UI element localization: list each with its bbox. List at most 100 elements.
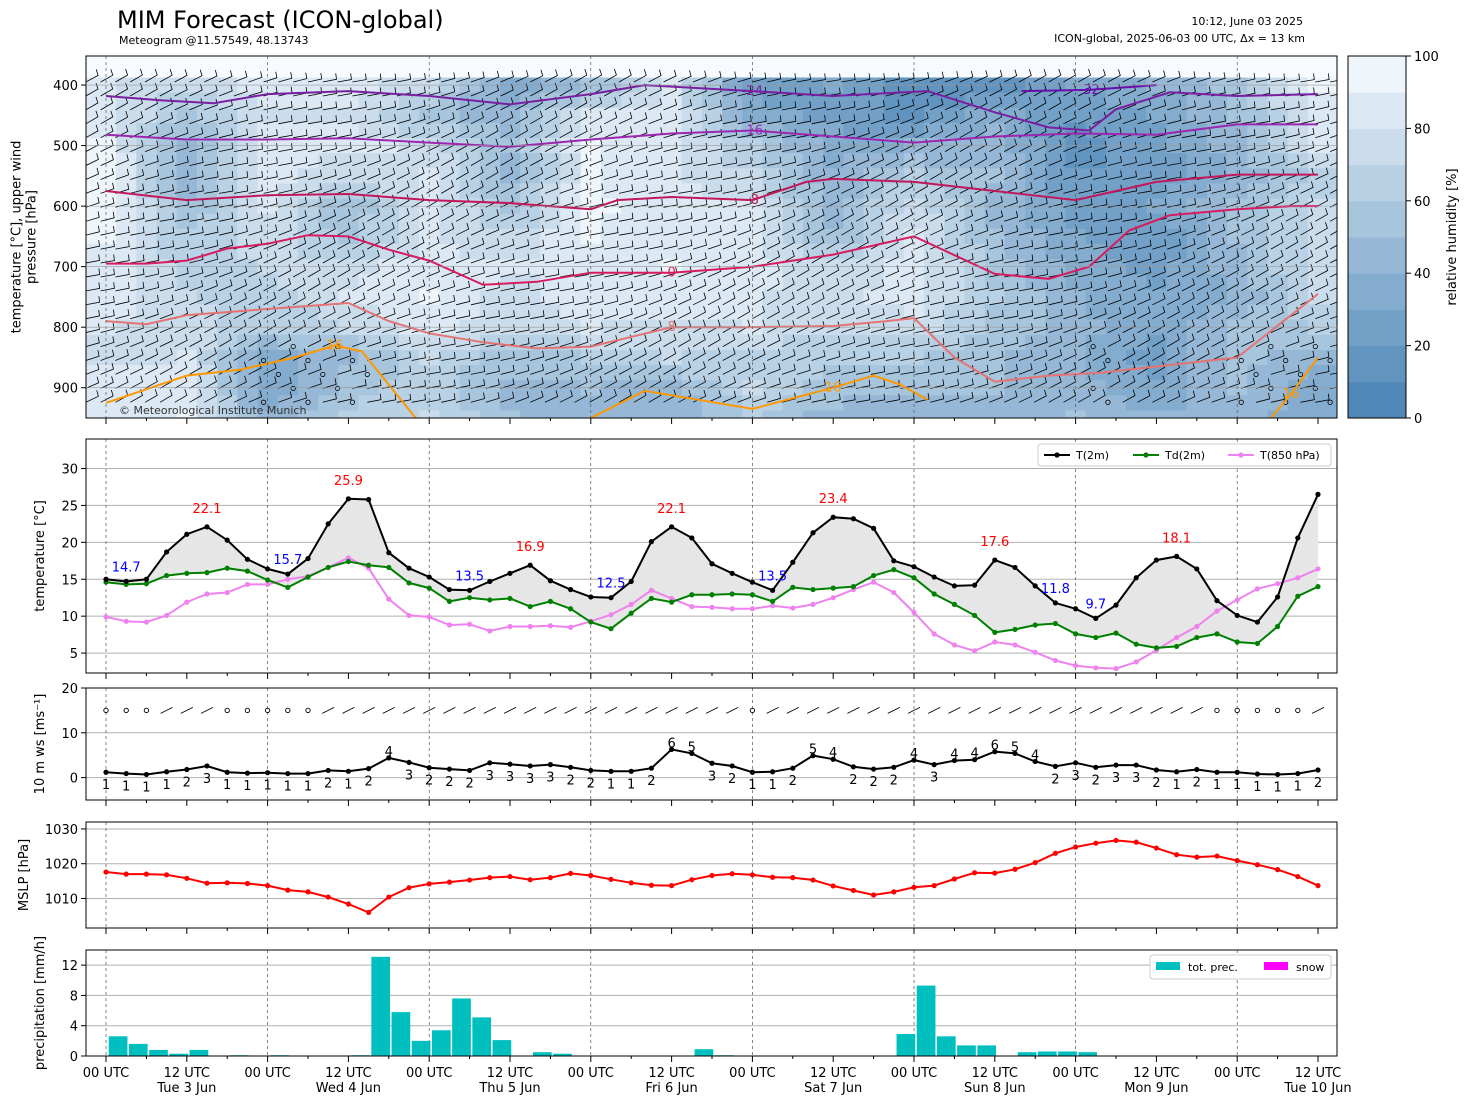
wind-barb (337, 349, 352, 361)
wind-barb (870, 126, 885, 139)
wind-barb (1018, 282, 1034, 292)
series-point-0 (689, 535, 695, 541)
wind-barb (1078, 281, 1093, 292)
wind-barb (841, 167, 855, 180)
wind-barb (204, 127, 219, 139)
humidity-cell (86, 92, 97, 109)
humidity-cell (883, 274, 905, 290)
y-tick-label: 600 (53, 200, 78, 215)
wind-barb (752, 210, 767, 222)
wind-barb (693, 128, 708, 139)
humidity-cell (1045, 334, 1067, 351)
wind-barb (248, 305, 262, 320)
wind-barb (218, 375, 232, 389)
humidity-cell (1045, 92, 1067, 109)
wind-barb (870, 113, 885, 125)
wind-barb (115, 375, 129, 389)
humidity-cell (1004, 213, 1026, 230)
wind-barb (1063, 348, 1077, 361)
humidity-cell (863, 92, 885, 109)
mslp-point (305, 889, 311, 895)
wind-barb (144, 308, 159, 320)
wind-barb (930, 125, 944, 139)
humidity-cell (1105, 107, 1127, 124)
wind-barb (870, 351, 886, 361)
mslp-point (1174, 852, 1180, 858)
wind-barb (470, 194, 484, 208)
wind-barb (500, 166, 514, 180)
wind-barb (618, 68, 632, 83)
wind-barb (381, 167, 396, 180)
series-point-0 (143, 576, 149, 582)
wind-barb (989, 152, 1003, 166)
wind-barb (693, 184, 708, 194)
humidity-cell (600, 92, 622, 109)
wind-barb (559, 336, 574, 347)
wind-barb (381, 235, 395, 250)
wind-barb (455, 251, 470, 264)
wind-barb (1152, 361, 1165, 375)
wind-barb (870, 222, 884, 236)
wind-barb (737, 305, 751, 320)
series-point-0 (1234, 612, 1240, 619)
humidity-cell (641, 228, 663, 245)
wind-speed-point (1194, 766, 1200, 773)
wind-barb (811, 393, 826, 403)
wind-barb (189, 198, 204, 208)
humidity-cell (86, 213, 97, 230)
wind-barb (515, 195, 529, 208)
humidity-cell (176, 349, 198, 366)
wind-barb (1063, 240, 1078, 250)
humidity-cell (1146, 289, 1168, 306)
humidity-cell (1206, 274, 1228, 290)
wind-barb (1255, 349, 1270, 361)
wind-barb (100, 153, 114, 166)
wind-barb (307, 129, 323, 139)
series-point-1 (345, 558, 351, 565)
wind-barb (130, 240, 145, 250)
wind-barb (470, 237, 485, 250)
wind-barb (307, 209, 322, 222)
wind-barb (1167, 278, 1181, 292)
humidity-cell (1126, 304, 1147, 321)
wind-barb (1285, 278, 1299, 292)
x-tick-label: 12 UTC (972, 1066, 1018, 1081)
humidity-cell (419, 77, 440, 94)
series-point-2 (386, 596, 392, 602)
wind-barb (589, 111, 603, 125)
humidity-cell (924, 213, 945, 230)
wind-barb (1063, 97, 1077, 111)
wind-barb (515, 267, 530, 278)
wind-barb (174, 184, 189, 194)
wind-barb (737, 224, 752, 236)
wind-barb (1241, 101, 1256, 111)
mslp-point (224, 880, 230, 886)
series-point-0 (911, 564, 917, 570)
wind-barb (1078, 155, 1093, 166)
wind-barb (781, 334, 796, 347)
humidity-cell (156, 183, 178, 200)
x-tick-label: 12 UTC (487, 1066, 533, 1081)
wind-barb (1329, 202, 1337, 208)
wind-barb (678, 170, 693, 180)
wind-barb (1048, 139, 1062, 152)
wind-speed-label: 1 (1294, 780, 1302, 795)
wind-barb (263, 319, 277, 333)
wind-barb (337, 182, 352, 194)
wind-barb (930, 252, 944, 264)
series-point-1 (810, 586, 816, 593)
y-tick-label: 1020 (45, 858, 78, 873)
wind-barb (500, 296, 515, 306)
wind-barb (500, 110, 514, 125)
wind-barb (1018, 309, 1034, 320)
wind-speed-label: 2 (465, 776, 473, 791)
wind-barb (130, 183, 145, 194)
wind-barb (811, 101, 826, 111)
wind-barb (515, 323, 530, 333)
mslp-point (1032, 860, 1038, 866)
wind-barb (1167, 292, 1181, 306)
wind-barb (352, 101, 367, 111)
wind-barb (100, 336, 115, 347)
mslp-point (830, 883, 836, 889)
wind-speed-point (305, 770, 311, 777)
